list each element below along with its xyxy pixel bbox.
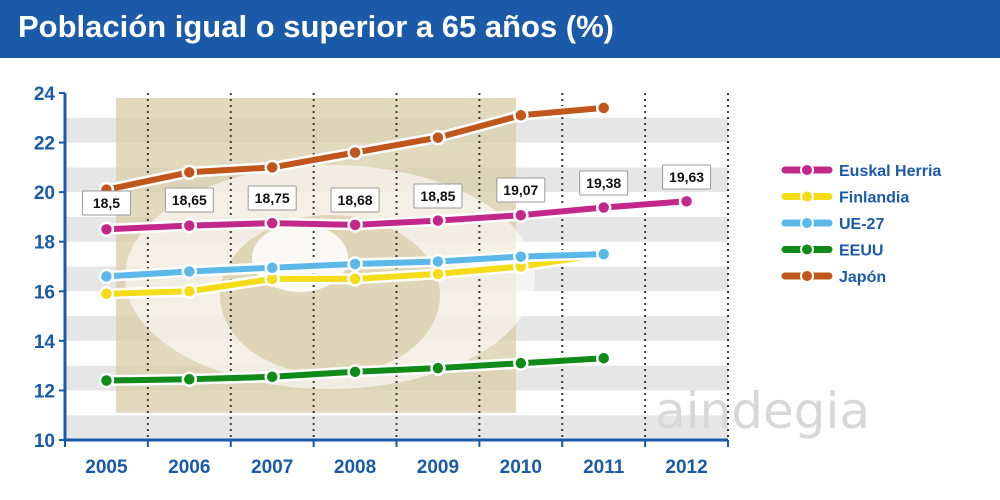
x-tick-label: 2005 (85, 457, 128, 478)
data-label: 18,75 (255, 190, 290, 206)
data-point-finlandia (430, 266, 446, 282)
data-label-box (579, 170, 629, 196)
data-label-box (413, 183, 463, 209)
y-tick-label: 20 (34, 183, 55, 204)
x-tick-label: 2009 (417, 457, 459, 478)
data-point-eeuu (513, 355, 529, 371)
x-tick-label: 2012 (665, 457, 707, 478)
data-point-eeuu (430, 360, 446, 376)
data-point-euskal-herria (181, 217, 198, 234)
legend-label-euskal-herria: Euskal Herria (839, 163, 941, 180)
x-tick-label: 2006 (168, 457, 210, 478)
axes: 10 12 14 16 18 20 22 24 2005 2006 2007 2008 2009 2010… (34, 84, 729, 478)
data-point-ue-27 (264, 259, 280, 276)
data-label-box (330, 187, 380, 213)
data-point-euskal-herria (264, 215, 280, 231)
data-point-jap-n (595, 100, 612, 116)
y-tick-label: 16 (34, 282, 55, 303)
data-label: 18,65 (172, 192, 207, 208)
data-point-jap-n (347, 144, 363, 161)
x-tick-label: 2008 (334, 457, 376, 478)
data-point-euskal-herria (595, 199, 612, 216)
data-point-euskal-herria (513, 207, 529, 223)
data-point-euskal-herria (98, 221, 115, 238)
title-bar: Población igual o superior a 65 años (%) (0, 0, 1000, 58)
data-label: 18,85 (420, 188, 455, 204)
data-point-ue-27 (430, 253, 446, 270)
chart-title: Población igual o superior a 65 años (%) (18, 9, 615, 44)
data-label: 19,63 (669, 169, 704, 185)
legend-label-jap-n: Japón (839, 269, 886, 286)
y-tick-label: 14 (34, 332, 56, 353)
brand-watermark: aindegia (655, 382, 870, 440)
data-point-jap-n (430, 129, 446, 146)
data-label-box (662, 164, 712, 190)
series-line-euskal-herria (103, 198, 690, 233)
data-point-ue-27 (347, 256, 363, 272)
data-label-box (247, 185, 297, 211)
legend-marker-finlandia (800, 189, 814, 204)
data-point-ue-27 (98, 268, 115, 285)
x-tick-label: 2007 (251, 457, 293, 478)
data-point-finlandia (98, 286, 115, 302)
data-point-ue-27 (181, 263, 198, 280)
data-point-eeuu (264, 369, 280, 385)
x-tick-label: 2011 (583, 457, 625, 478)
data-label-box (164, 187, 214, 213)
y-tick-label: 22 (34, 134, 55, 155)
data-point-ue-27 (513, 248, 529, 265)
legend-label-ue-27: UE-27 (839, 216, 884, 233)
data-label: 19,38 (586, 175, 621, 191)
legend-label-finlandia: Finlandia (839, 190, 909, 207)
data-point-finlandia (347, 271, 363, 287)
data-point-jap-n (181, 164, 198, 181)
data-point-finlandia (181, 283, 198, 300)
legend-marker-ue-27 (800, 216, 814, 230)
legend-marker-eeuu (800, 242, 814, 257)
series-lines (98, 100, 695, 389)
y-tick-label: 18 (34, 233, 55, 254)
data-labels: 18,5 18,65 18,75 18,68 18,85 19,07 19,38 19,63 (81, 164, 712, 216)
legend: Euskal Herria Finlandia UE-27 EEUU Japón (781, 163, 941, 286)
data-point-eeuu (347, 364, 363, 380)
data-point-ue-27 (595, 246, 612, 262)
data-point-euskal-herria (430, 212, 446, 229)
data-label: 19,07 (503, 182, 538, 198)
data-label-box (496, 177, 546, 203)
legend-marker-euskal-herria (800, 163, 814, 177)
data-point-jap-n (264, 159, 280, 176)
data-point-eeuu (98, 372, 115, 389)
data-point-jap-n (513, 107, 529, 124)
data-label-box (81, 190, 131, 216)
data-label: 18,5 (93, 195, 120, 211)
data-point-eeuu (595, 350, 612, 366)
data-point-euskal-herria (678, 193, 695, 210)
y-tick-label: 24 (34, 84, 56, 105)
legend-label-eeuu: EEUU (839, 243, 883, 260)
y-tick-label: 12 (34, 381, 55, 402)
x-tick-label: 2010 (500, 457, 542, 478)
data-point-euskal-herria (347, 217, 363, 233)
data-label: 18,68 (338, 192, 373, 208)
data-point-eeuu (181, 371, 198, 388)
y-tick-label: 10 (34, 431, 55, 452)
legend-marker-jap-n (800, 269, 814, 283)
